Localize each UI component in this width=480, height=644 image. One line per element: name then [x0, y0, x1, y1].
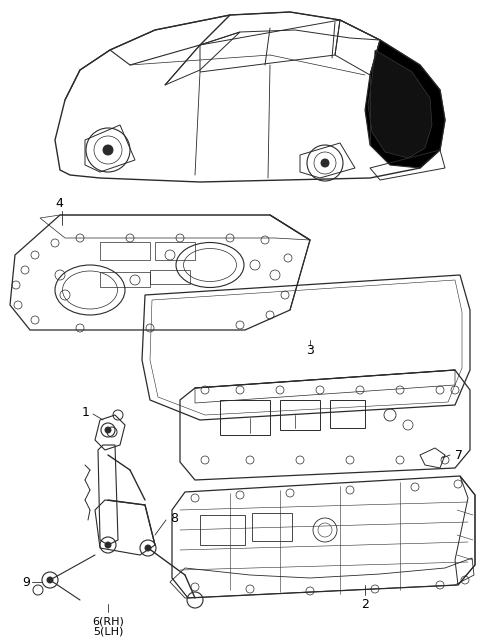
- Text: 6(RH): 6(RH): [92, 616, 124, 626]
- Text: 2: 2: [361, 598, 369, 611]
- Circle shape: [321, 159, 329, 167]
- Circle shape: [103, 145, 113, 155]
- Polygon shape: [368, 50, 432, 158]
- Bar: [280, 400, 320, 430]
- Text: 4: 4: [55, 197, 63, 210]
- Bar: [155, 242, 195, 260]
- Circle shape: [105, 427, 111, 433]
- Text: 7: 7: [455, 448, 463, 462]
- Bar: [330, 400, 365, 428]
- Bar: [200, 515, 245, 545]
- Bar: [100, 272, 150, 287]
- Text: 1: 1: [82, 406, 90, 419]
- Circle shape: [105, 542, 111, 548]
- Circle shape: [145, 545, 151, 551]
- Circle shape: [47, 577, 53, 583]
- Polygon shape: [365, 40, 445, 168]
- Text: 3: 3: [306, 343, 314, 357]
- Text: 8: 8: [170, 511, 178, 524]
- Bar: [252, 513, 292, 541]
- Text: 9: 9: [22, 576, 30, 589]
- Bar: [150, 270, 190, 284]
- Text: 5(LH): 5(LH): [93, 626, 123, 636]
- Bar: [100, 242, 150, 260]
- Bar: [220, 400, 270, 435]
